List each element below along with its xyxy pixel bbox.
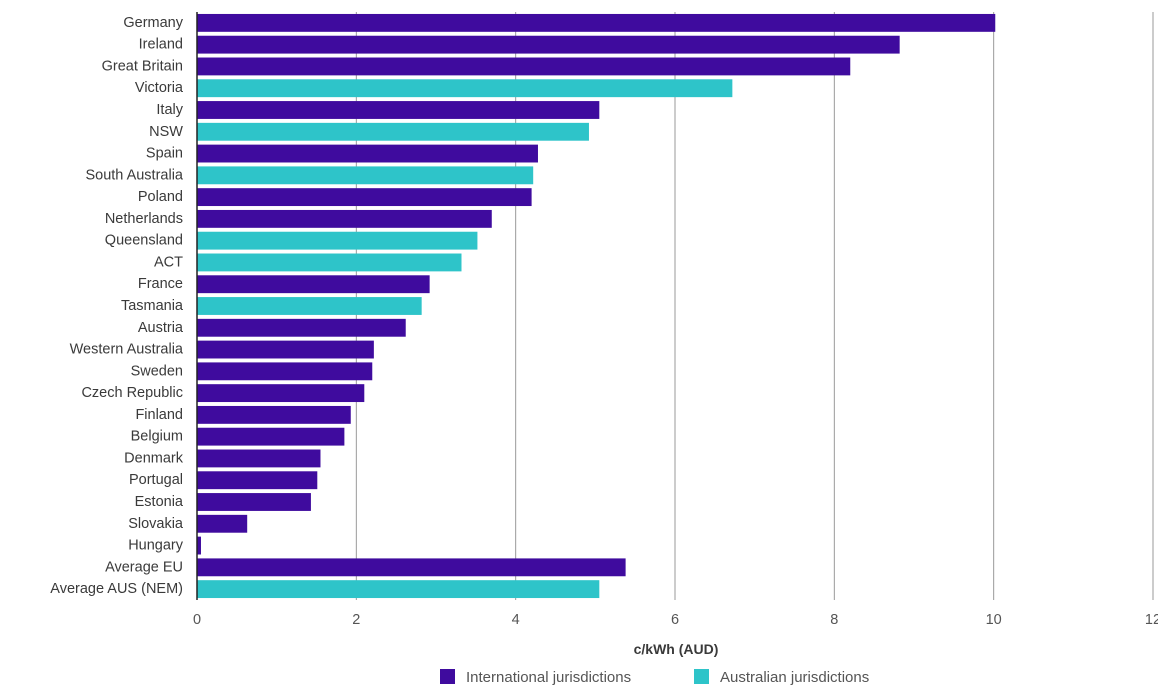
legend-swatch-australian [694, 669, 709, 684]
bar-germany [197, 13, 996, 32]
category-label-hungary: Hungary [128, 538, 184, 554]
bars [197, 13, 996, 599]
category-label-denmark: Denmark [124, 450, 184, 466]
category-label-france: France [138, 276, 183, 292]
bar-average-aus-nem [197, 580, 600, 599]
category-label-sweden: Sweden [131, 363, 183, 379]
category-label-netherlands: Netherlands [105, 211, 183, 227]
category-label-portugal: Portugal [129, 472, 183, 488]
x-tick-label-8: 8 [830, 612, 838, 628]
category-label-austria: Austria [138, 320, 184, 336]
category-label-average-aus-nem: Average AUS (NEM) [50, 581, 183, 597]
category-label-finland: Finland [135, 407, 183, 423]
legend: International jurisdictions Australian ju… [440, 669, 869, 686]
x-tick-labels: 0 2 4 6 8 10 12 [193, 612, 1158, 628]
category-label-germany: Germany [123, 15, 183, 31]
bar-poland [197, 188, 532, 207]
bar-act [197, 253, 462, 272]
category-label-victoria: Victoria [135, 80, 184, 96]
bar-netherlands [197, 209, 492, 228]
bar-slovakia [197, 514, 248, 533]
bar-estonia [197, 493, 311, 511]
bar-queensland [197, 231, 478, 250]
bar-great-britain [197, 57, 851, 76]
x-tick-label-10: 10 [986, 612, 1002, 628]
category-labels: Germany Ireland Great Britain Victoria Italy… [50, 15, 184, 597]
bar-western-australia [197, 340, 374, 359]
bar-nsw [197, 122, 589, 141]
category-label-spain: Spain [146, 146, 183, 162]
bar-finland [197, 405, 351, 424]
category-label-average-eu: Average EU [105, 559, 183, 575]
x-tick-label-0: 0 [193, 612, 201, 628]
bar-austria [197, 318, 406, 337]
category-label-western-australia: Western Australia [70, 342, 184, 358]
legend-label-australian: Australian jurisdictions [720, 669, 869, 686]
category-label-slovakia: Slovakia [128, 516, 184, 532]
legend-label-international: International jurisdictions [466, 669, 631, 686]
bar-sweden [197, 362, 373, 381]
bar-tasmania [197, 297, 422, 315]
x-tick-label-12: 12 [1145, 612, 1158, 628]
category-label-belgium: Belgium [131, 429, 183, 445]
category-label-tasmania: Tasmania [121, 298, 184, 314]
bar-ireland [197, 35, 900, 54]
bar-portugal [197, 471, 318, 490]
x-tick-label-4: 4 [512, 612, 520, 628]
category-label-great-britain: Great Britain [102, 58, 183, 74]
category-label-ireland: Ireland [139, 37, 183, 53]
category-label-south-australia: South Australia [85, 167, 183, 183]
bar-denmark [197, 449, 321, 468]
x-tick-label-2: 2 [352, 612, 360, 628]
x-axis-title: c/kWh (AUD) [634, 641, 719, 657]
bar-south-australia [197, 166, 534, 185]
category-label-poland: Poland [138, 189, 183, 205]
bar-czech-republic [197, 384, 365, 403]
bar-hungary [197, 536, 201, 555]
bar-belgium [197, 427, 345, 446]
legend-swatch-international [440, 669, 455, 684]
bar-average-eu [197, 558, 626, 577]
category-label-italy: Italy [156, 102, 183, 118]
category-label-queensland: Queensland [105, 233, 183, 249]
category-label-nsw: NSW [149, 124, 183, 140]
x-tick-label-6: 6 [671, 612, 679, 628]
bar-spain [197, 144, 538, 163]
category-label-czech-republic: Czech Republic [81, 385, 183, 401]
category-label-act: ACT [154, 254, 183, 270]
bar-victoria [197, 79, 733, 98]
category-label-estonia: Estonia [135, 494, 184, 510]
bar-france [197, 275, 430, 294]
bar-italy [197, 101, 600, 119]
